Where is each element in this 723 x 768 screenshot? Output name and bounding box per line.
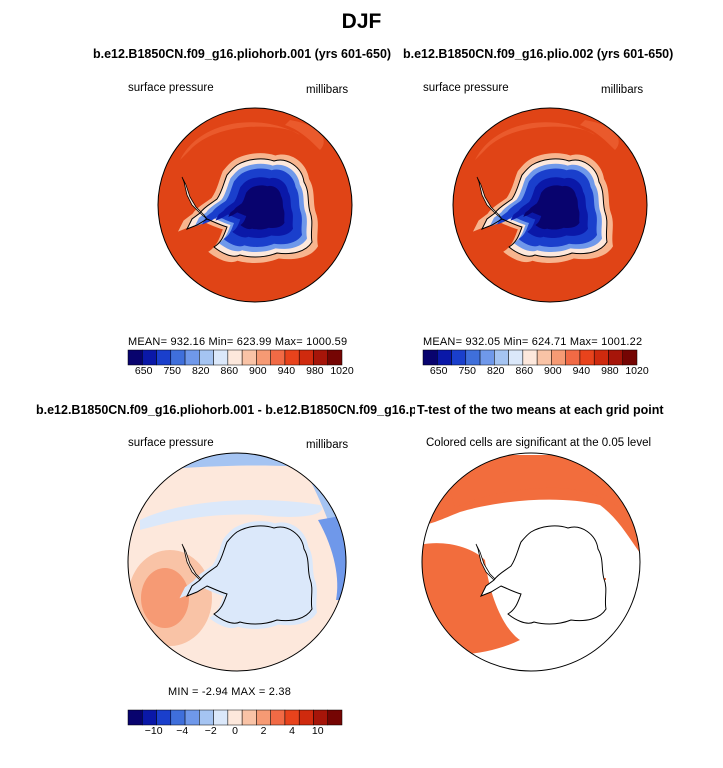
- panel3-title: b.e12.B1850CN.f09_g16.pliohorb.001 - b.e…: [36, 403, 456, 417]
- panel1-colorbar-label: 980: [306, 365, 324, 377]
- panel1-colorbar-swatch: [284, 349, 300, 366]
- panel3-colorbar-swatch: [170, 709, 186, 726]
- panel3-colorbar-swatch: [227, 709, 243, 726]
- panel2-colorbar-swatch: [579, 349, 595, 366]
- panel1-colorbar-label: 860: [220, 365, 239, 377]
- panel3-colorbar-swatch: [298, 709, 314, 726]
- panel3-colorbar-swatch: [142, 709, 157, 726]
- panel2-colorbar-swatch: [437, 349, 452, 366]
- panel3-colorbar-swatch: [156, 709, 172, 726]
- panel1-map: [158, 108, 352, 302]
- panel2-colorbar-label: 980: [601, 365, 619, 377]
- panel1-stats: MEAN= 932.16 Min= 623.99 Max= 1000.59: [128, 336, 348, 348]
- figure-title: DJF: [341, 10, 382, 33]
- panel1-colorbar-swatch: [256, 349, 271, 366]
- panel2-colorbar-swatch: [608, 349, 623, 366]
- panel3-colorbar-label: −2: [204, 725, 217, 737]
- panel2-colorbar-label: 900: [544, 365, 562, 377]
- panel1-colorbar-swatch: [270, 349, 286, 366]
- panel2-colorbar-label: 650: [429, 365, 448, 377]
- panel1-colorbar-label: 940: [277, 365, 296, 377]
- panel3-colorbar-swatch: [241, 709, 257, 726]
- panel2-colorbar: [422, 349, 638, 366]
- panel2-stats: MEAN= 932.05 Min= 624.71 Max= 1001.22: [423, 336, 643, 348]
- panel1-colorbar-swatch: [298, 349, 314, 366]
- panel1-colorbar-swatch: [156, 349, 172, 366]
- panel2-map-border: [452, 107, 648, 303]
- panel1-colorbar-label: 1020: [330, 365, 354, 377]
- panel3-colorbar-label: 2: [260, 725, 267, 737]
- panel3-colorbar-label: 4: [289, 725, 295, 737]
- panel1-colorbar-label: 900: [249, 365, 267, 377]
- panel2-colorbar-label: 1020: [625, 365, 649, 377]
- panel3-colorbar-label: −4: [176, 725, 189, 737]
- panel1-colorbar-label: 650: [134, 365, 153, 377]
- panel2-variable-label: surface pressure: [423, 82, 509, 94]
- panel4-map: [422, 453, 640, 671]
- panel3-stats: MIN = -2.94 MAX = 2.38: [168, 686, 292, 698]
- panel3-colorbar-swatch: [199, 709, 214, 726]
- panel1-colorbar-label: 750: [163, 365, 181, 377]
- panel3-variable-label: surface pressure: [128, 437, 214, 449]
- panel4-title: T-test of the two means at each grid poi…: [415, 403, 664, 417]
- panel2-colorbar-swatch: [451, 349, 467, 366]
- panel2-colorbar-swatch: [465, 349, 481, 366]
- panel2-title: b.e12.B1850CN.f09_g16.plio.002 (yrs 601-…: [403, 47, 674, 61]
- panel2-colorbar-label: 750: [458, 365, 476, 377]
- panel1-units-label: millibars: [306, 84, 349, 96]
- panel2-colorbar-label: 820: [486, 365, 505, 377]
- panel1-colorbar-swatch: [313, 349, 328, 366]
- panel1-map-border: [157, 107, 353, 303]
- panel3-colorbar-swatch: [327, 709, 343, 726]
- panel3-units-label: millibars: [306, 439, 349, 451]
- panel2-map: [453, 108, 647, 302]
- panel4-map-border: [421, 452, 641, 672]
- panel3-colorbar-label: 0: [232, 725, 238, 737]
- panel2-colorbar-swatch: [565, 349, 581, 366]
- panel2-colorbar-swatch: [551, 349, 566, 366]
- panel3-colorbar-swatch: [184, 709, 200, 726]
- panel1-colorbar-swatch: [327, 349, 343, 366]
- panel2-colorbar-swatch: [622, 349, 638, 366]
- panel1-colorbar-swatch: [184, 349, 200, 366]
- panel3-colorbar-swatch: [127, 709, 143, 726]
- panel4-annotation: Colored cells are significant at the 0.0…: [426, 437, 652, 449]
- panel3-colorbar-swatch: [313, 709, 328, 726]
- panel3-colorbar: [127, 709, 343, 726]
- panel2-units-label: millibars: [601, 84, 644, 96]
- panel2-colorbar-swatch: [536, 349, 552, 366]
- panel2-colorbar-swatch: [422, 349, 438, 366]
- panel2-colorbar-swatch: [508, 349, 524, 366]
- panel1-colorbar-swatch: [241, 349, 257, 366]
- panel3-colorbar-swatch: [213, 709, 229, 726]
- panel1-variable-label: surface pressure: [128, 82, 214, 94]
- panel1-colorbar-swatch: [142, 349, 157, 366]
- panel1-colorbar-swatch: [227, 349, 243, 366]
- panel3-colorbar-label: 10: [311, 725, 324, 737]
- panel2-colorbar-swatch: [494, 349, 509, 366]
- panel1-colorbar-swatch: [170, 349, 186, 366]
- panel3-map: [128, 453, 346, 671]
- panel3-colorbar-swatch: [256, 709, 271, 726]
- panel3-colorbar-swatch: [284, 709, 300, 726]
- panel1-colorbar-swatch: [199, 349, 214, 366]
- panel1-title: b.e12.B1850CN.f09_g16.pliohorb.001 (yrs …: [93, 47, 392, 61]
- panel2-colorbar-label: 940: [572, 365, 591, 377]
- panel2-colorbar-swatch: [522, 349, 538, 366]
- panel1-colorbar-label: 820: [191, 365, 210, 377]
- panel3-map-border: [127, 452, 347, 672]
- panel1-colorbar-swatch: [213, 349, 229, 366]
- panel2-colorbar-swatch: [593, 349, 609, 366]
- panel3-colorbar-label: −10: [144, 725, 163, 737]
- panel2-colorbar-swatch: [479, 349, 495, 366]
- panel1-colorbar: [127, 349, 343, 366]
- panel1-colorbar-swatch: [127, 349, 143, 366]
- panel3-colorbar-swatch: [270, 709, 286, 726]
- panel2-colorbar-label: 860: [515, 365, 534, 377]
